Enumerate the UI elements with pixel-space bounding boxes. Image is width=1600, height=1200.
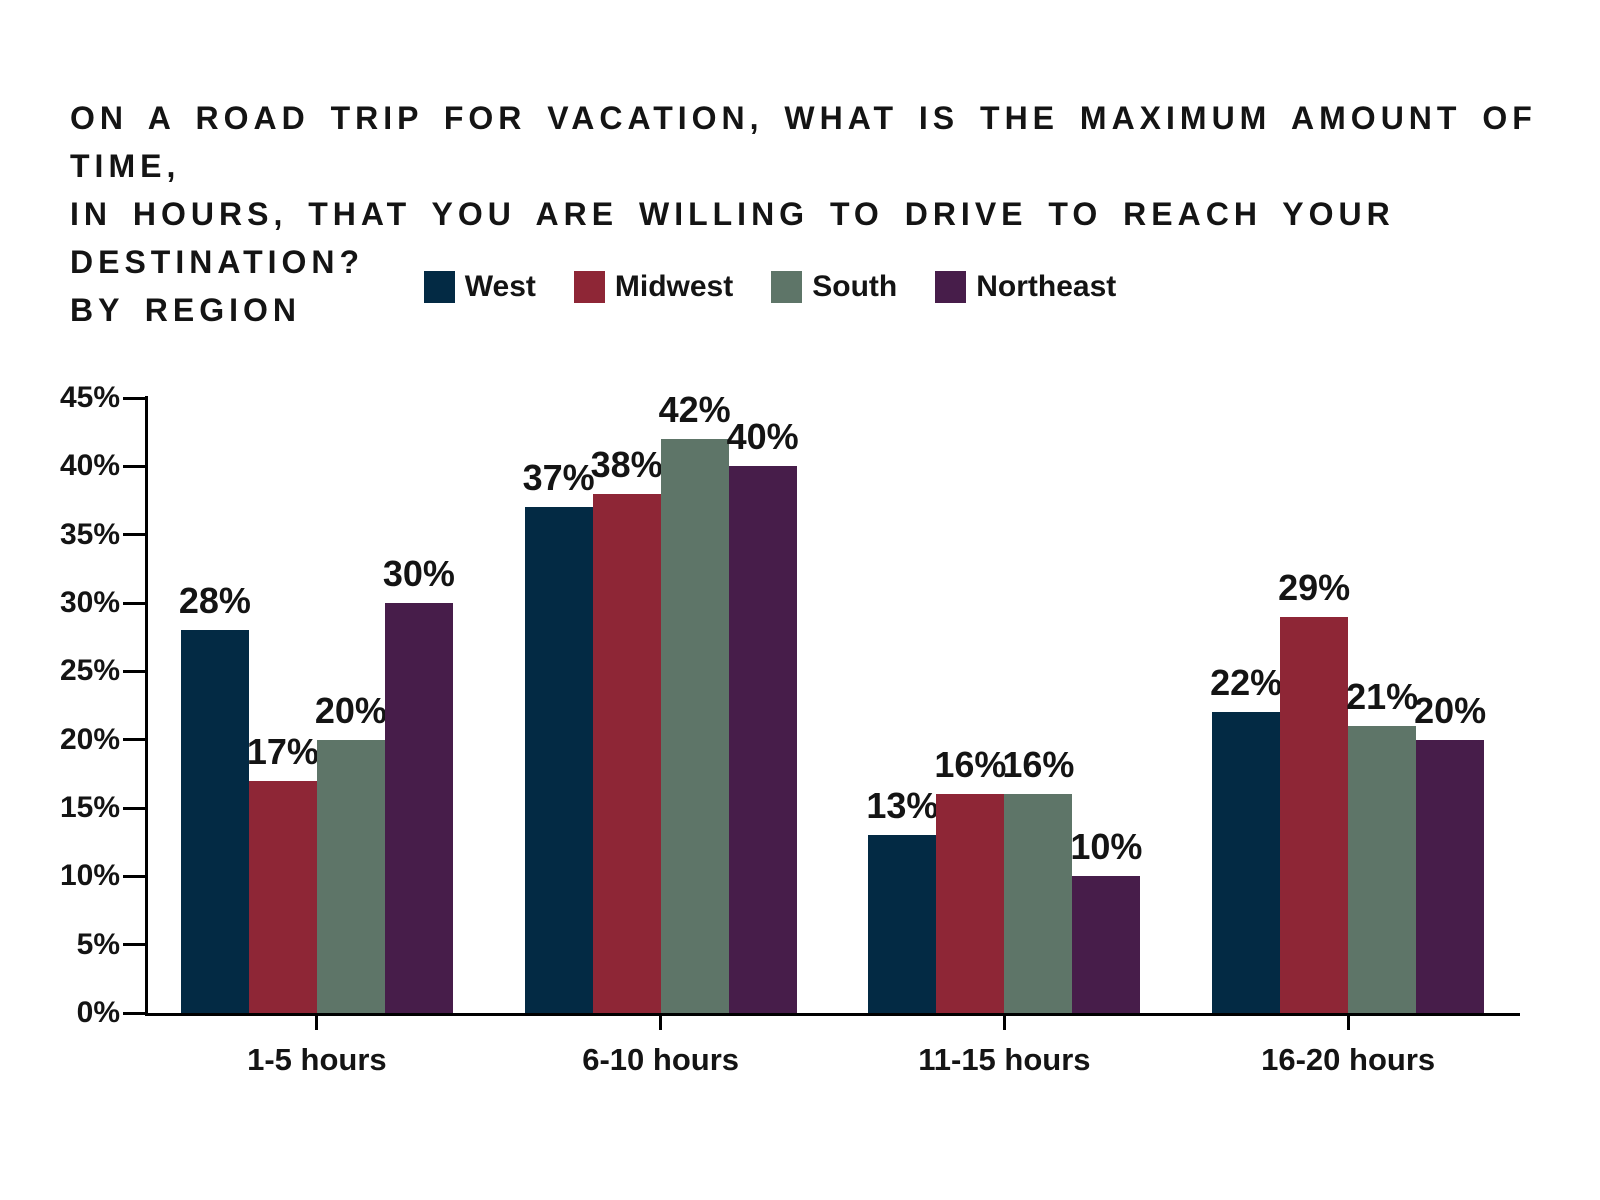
bar-west-11-15-hours (868, 835, 937, 1013)
y-axis-line (145, 396, 148, 1016)
x-axis-tick-6-10-hours (659, 1016, 663, 1030)
y-axis-tick-0 (123, 1011, 145, 1015)
y-axis-label-40: 40% (59, 449, 120, 483)
x-axis-label-6-10-hours: 6-10 hours (582, 1042, 740, 1077)
legend: West Midwest South Northeast (0, 270, 1540, 304)
value-label-south-11-15-hours: 16% (1002, 744, 1075, 785)
value-label-northeast-11-15-hours: 10% (1070, 826, 1143, 867)
legend-swatch-west (423, 271, 455, 303)
bar-midwest-16-20-hours (1280, 617, 1349, 1013)
bar-west-6-10-hours (524, 507, 593, 1013)
legend-label-midwest: Midwest (614, 270, 734, 303)
bar-south-16-20-hours (1348, 726, 1417, 1013)
bar-midwest-6-10-hours (592, 494, 661, 1013)
bar-northeast-6-10-hours (728, 466, 797, 1013)
x-axis-tick-11-15-hours (1002, 1016, 1006, 1030)
value-label-west-1-5-hours: 28% (178, 580, 251, 621)
value-label-south-1-5-hours: 20% (314, 690, 387, 731)
x-axis-tick-1-5-hours (315, 1016, 319, 1030)
x-axis-label-16-20-hours: 16-20 hours (1261, 1042, 1436, 1077)
bar-midwest-1-5-hours (248, 781, 317, 1013)
chart-title: ON A ROAD TRIP FOR VACATION, WHAT IS THE… (70, 94, 1540, 334)
legend-label-west: West (464, 270, 536, 303)
value-label-west-11-15-hours: 13% (866, 785, 939, 826)
y-axis-tick-45 (123, 396, 145, 400)
y-axis-label-15: 15% (59, 791, 120, 824)
y-axis-label-0: 0% (76, 996, 120, 1029)
value-label-west-6-10-hours: 37% (522, 457, 595, 498)
y-axis-label-25: 25% (59, 654, 120, 688)
legend-item-midwest: Midwest (573, 270, 734, 304)
legend-item-south: South (771, 270, 897, 304)
bar-northeast-1-5-hours (384, 603, 453, 1013)
y-axis-tick-15 (123, 806, 145, 810)
y-axis-tick-25 (123, 669, 145, 673)
bar-south-1-5-hours (316, 740, 385, 1013)
y-axis-tick-35 (123, 533, 145, 537)
value-label-south-16-20-hours: 21% (1346, 676, 1419, 717)
legend-swatch-northeast (935, 271, 967, 303)
x-axis-tick-16-20-hours (1346, 1016, 1350, 1030)
bar-south-11-15-hours (1004, 794, 1073, 1013)
bar-midwest-11-15-hours (936, 794, 1005, 1013)
legend-label-northeast: Northeast (976, 270, 1117, 303)
y-axis-label-30: 30% (59, 586, 120, 619)
value-label-midwest-11-15-hours: 16% (934, 744, 1007, 785)
y-axis-tick-20 (123, 738, 145, 742)
value-label-northeast-6-10-hours: 40% (726, 416, 799, 457)
y-axis-label-45: 45% (59, 381, 120, 414)
legend-item-west: West (423, 270, 536, 304)
value-label-midwest-16-20-hours: 29% (1278, 567, 1351, 608)
legend-swatch-south (771, 271, 803, 303)
value-label-northeast-1-5-hours: 30% (382, 553, 455, 594)
bar-northeast-11-15-hours (1072, 876, 1141, 1013)
legend-item-northeast: Northeast (935, 270, 1116, 304)
x-axis-label-11-15-hours: 11-15 hours (918, 1042, 1091, 1077)
x-axis-line (145, 1013, 1520, 1016)
y-axis-tick-40 (123, 464, 145, 468)
y-axis-tick-5 (123, 943, 145, 947)
bar-west-16-20-hours (1212, 712, 1281, 1013)
value-label-west-16-20-hours: 22% (1210, 662, 1283, 703)
value-label-midwest-1-5-hours: 17% (246, 731, 319, 772)
legend-label-south: South (812, 270, 898, 303)
legend-swatch-midwest (573, 271, 605, 303)
value-label-northeast-16-20-hours: 20% (1414, 690, 1487, 731)
chart-title-line-3: BY REGION (70, 292, 301, 328)
x-axis-label-1-5-hours: 1-5 hours (247, 1042, 387, 1077)
bar-south-6-10-hours (660, 439, 729, 1013)
y-axis-label-20: 20% (59, 722, 120, 756)
y-axis-label-10: 10% (59, 859, 120, 893)
bar-west-1-5-hours (180, 630, 249, 1013)
chart-title-line-1: ON A ROAD TRIP FOR VACATION, WHAT IS THE… (70, 100, 1537, 184)
value-label-south-6-10-hours: 42% (658, 389, 731, 430)
y-axis-tick-30 (123, 601, 145, 605)
chart-title-line-2: IN HOURS, THAT YOU ARE WILLING TO DRIVE … (70, 196, 1395, 280)
value-label-midwest-6-10-hours: 38% (590, 444, 663, 485)
y-axis-tick-10 (123, 874, 145, 878)
bar-northeast-16-20-hours (1416, 740, 1485, 1013)
y-axis-label-5: 5% (76, 927, 120, 961)
y-axis-label-35: 35% (59, 517, 120, 551)
